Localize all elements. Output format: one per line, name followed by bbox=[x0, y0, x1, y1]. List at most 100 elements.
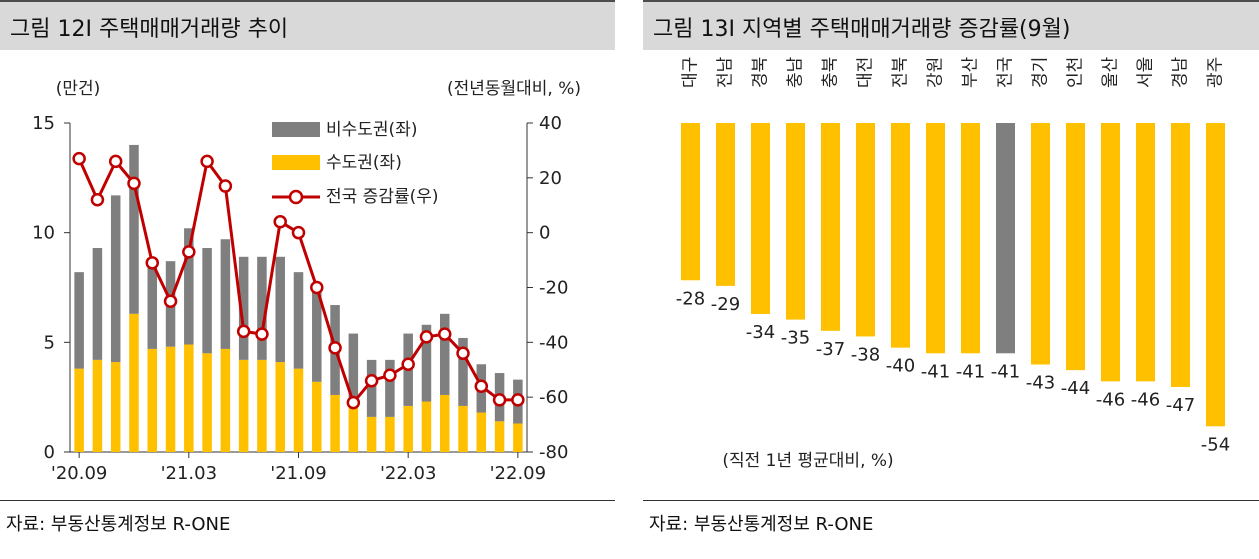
line-point bbox=[90, 193, 105, 207]
region-value-label: -46 bbox=[1096, 389, 1125, 410]
bar-nonmetro bbox=[293, 272, 304, 369]
legend-label-nonmetro: 비수도권(좌) bbox=[326, 120, 417, 140]
left-tick-label: 10 bbox=[32, 223, 55, 244]
bar-metro bbox=[165, 346, 176, 452]
region-bar bbox=[716, 123, 735, 286]
region-value-label: -46 bbox=[1131, 389, 1160, 410]
bar-metro bbox=[403, 405, 413, 452]
bar-nonmetro bbox=[74, 272, 84, 369]
bar-nonmetro bbox=[110, 195, 121, 363]
left-tick-label: 5 bbox=[44, 332, 55, 353]
bar-metro bbox=[238, 359, 249, 452]
right-tick-label: -20 bbox=[539, 278, 568, 299]
region-bar bbox=[926, 123, 945, 354]
right-chart-svg: 대구 전남 경북 충남 충북 대전 전북 강원 부산 전국 경기 인천 울산 서울 경남 광주 -28 -29-… bbox=[676, 56, 1230, 471]
line-point bbox=[401, 357, 415, 372]
region-bar bbox=[1206, 123, 1225, 427]
line-point bbox=[310, 280, 324, 295]
right-note: (직전 1년 평균대비, %) bbox=[722, 451, 893, 471]
x-tick-label: '21.03 bbox=[161, 463, 217, 484]
left-line-series bbox=[72, 151, 525, 410]
bar-metro bbox=[330, 394, 340, 452]
region-label: 대구 bbox=[681, 57, 701, 88]
legend-label-national: 전국 증감률(우) bbox=[326, 187, 439, 207]
right-chart-title: 그림 13I 지역별 주택매매거래량 증감률(9월) bbox=[653, 17, 1071, 42]
region-label: 광주 bbox=[1206, 57, 1226, 88]
region-bar bbox=[856, 123, 875, 337]
region-label: 충북 bbox=[821, 57, 841, 88]
bar-nonmetro bbox=[385, 359, 395, 417]
bar-metro bbox=[220, 348, 231, 452]
region-label: 대전 bbox=[856, 57, 876, 88]
line-point bbox=[511, 393, 525, 407]
line-point bbox=[291, 225, 306, 240]
bar-nonmetro bbox=[92, 248, 103, 360]
region-bar bbox=[786, 123, 805, 320]
bar-nonmetro bbox=[184, 228, 194, 345]
bar-nonmetro bbox=[439, 313, 450, 395]
right-category-labels: 대구 전남 경북 충남 충북 대전 전북 강원 부산 전국 경기 인천 울산 서울 경남 광주 bbox=[681, 56, 1226, 88]
region-bar bbox=[1101, 123, 1120, 382]
left-tick-label: 15 bbox=[32, 113, 55, 134]
right-tick-label: 40 bbox=[539, 113, 562, 134]
region-label: 인천 bbox=[1066, 57, 1086, 88]
line-point bbox=[346, 395, 361, 410]
x-tick-label: '21.09 bbox=[270, 463, 326, 484]
bar-metro bbox=[439, 394, 450, 452]
line-point bbox=[328, 341, 342, 355]
bar-nonmetro bbox=[147, 261, 158, 349]
line-point bbox=[492, 393, 507, 407]
right-tick-label: -60 bbox=[539, 387, 568, 408]
region-value-label: -37 bbox=[816, 339, 845, 360]
line-point bbox=[456, 346, 470, 361]
right-source: 자료: 부동산통계정보 R-ONE bbox=[649, 514, 874, 535]
left-legend: 비수도권(좌) 수도권(좌) 전국 증감률(우) bbox=[272, 120, 439, 207]
bar-metro bbox=[129, 313, 139, 452]
right-tick-label: 20 bbox=[539, 168, 562, 189]
bar-nonmetro bbox=[129, 144, 139, 314]
region-label: 전국 bbox=[996, 57, 1016, 88]
bar-metro bbox=[476, 412, 487, 452]
bar-metro bbox=[257, 359, 267, 452]
region-bar bbox=[1066, 123, 1085, 371]
right-title-bar: 그림 13I 지역별 주택매매거래량 증감률(9월) bbox=[643, 0, 1259, 50]
left-chart-svg: (만건) (전년동월대비, %) 0 5 10 15 -80 -60 -40 -20 0 20 40… bbox=[32, 79, 581, 484]
region-label: 전남 bbox=[716, 56, 736, 88]
region-bar bbox=[961, 123, 980, 354]
line-point bbox=[474, 379, 489, 393]
left-tick-label: 0 bbox=[44, 442, 55, 463]
right-tick-label: 0 bbox=[539, 223, 550, 244]
line-point bbox=[163, 294, 178, 308]
bar-metro bbox=[184, 344, 194, 452]
region-value-label: -28 bbox=[676, 288, 705, 309]
line-point bbox=[273, 214, 287, 229]
legend-marker-national bbox=[288, 189, 304, 205]
left-chart-title: 그림 12I 주택매매거래량 추이 bbox=[10, 17, 289, 42]
legend-swatch-metro bbox=[272, 155, 320, 170]
bar-metro bbox=[92, 359, 103, 452]
region-value-label: -40 bbox=[886, 356, 915, 377]
region-label: 전북 bbox=[891, 57, 911, 88]
region-label: 경남 bbox=[1171, 56, 1191, 88]
region-value-label: -38 bbox=[851, 344, 880, 365]
bar-metro bbox=[421, 401, 432, 452]
region-value-label: -54 bbox=[1201, 434, 1230, 455]
bar-nonmetro bbox=[458, 337, 468, 406]
bar-metro bbox=[494, 421, 505, 452]
line-point bbox=[145, 256, 160, 270]
bar-nonmetro bbox=[257, 256, 267, 360]
region-value-label: -41 bbox=[921, 361, 950, 382]
line-point bbox=[255, 327, 269, 341]
bar-nonmetro bbox=[275, 256, 285, 363]
bar-metro bbox=[458, 405, 468, 452]
right-bars bbox=[681, 123, 1225, 427]
bar-nonmetro bbox=[348, 333, 359, 406]
bar-metro bbox=[385, 416, 395, 452]
region-value-label: -43 bbox=[1026, 373, 1055, 394]
right-footer-rule bbox=[643, 500, 1259, 501]
bar-nonmetro bbox=[366, 359, 377, 417]
right-chart-panel: 그림 13I 지역별 주택매매거래량 증감률(9월) 대구 전남 경북 충남 충북 대전 전… bbox=[643, 0, 1259, 559]
region-label: 울산 bbox=[1101, 56, 1121, 88]
region-value-label: -44 bbox=[1061, 378, 1090, 399]
left-source: 자료: 부동산통계정보 R-ONE bbox=[6, 514, 231, 535]
